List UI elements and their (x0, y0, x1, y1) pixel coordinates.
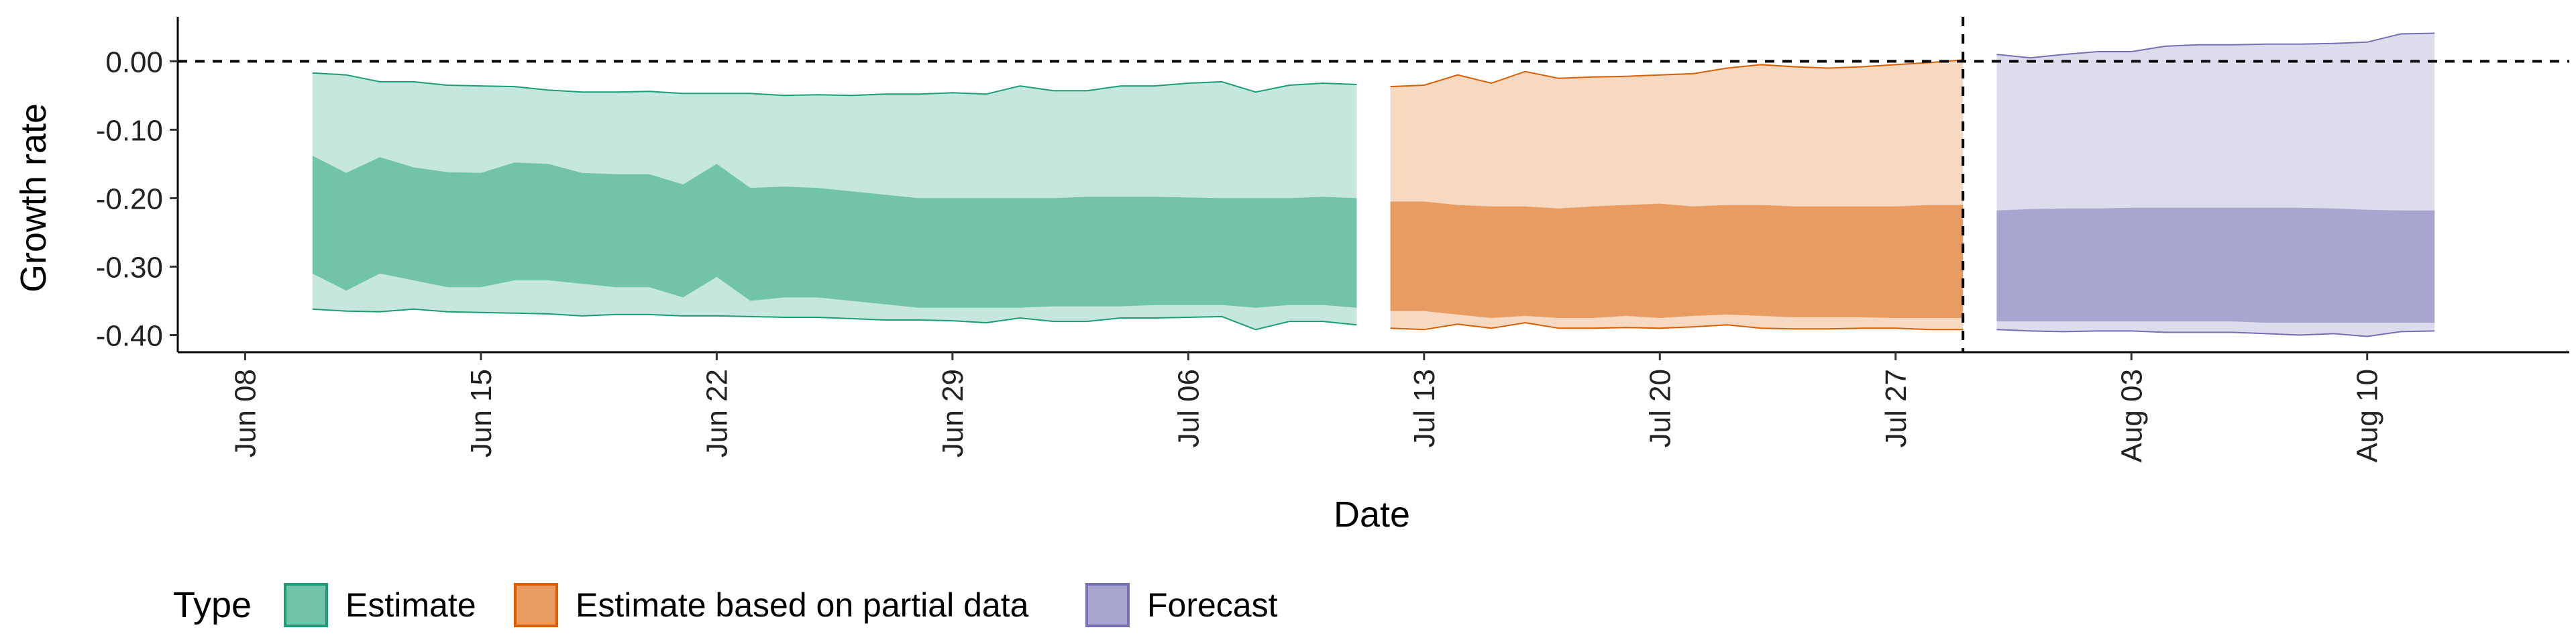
x-tick-label: Jul 13 (1408, 369, 1441, 447)
x-axis-title: Date (1334, 494, 1410, 535)
legend-key-estimate (284, 583, 328, 627)
x-tick-label: Jun 22 (700, 369, 733, 458)
series-bands (312, 32, 2435, 337)
x-tick-label: Jun 08 (229, 369, 262, 458)
x-tick-label: Jul 27 (1880, 369, 1913, 447)
legend-key-estimate-based-on-partial-data (514, 583, 558, 627)
y-tick-label: -0.20 (96, 182, 163, 215)
legend-label-estimate: Estimate (345, 586, 476, 624)
forecast-50-interval (1996, 207, 2435, 323)
forecast-upper-bound-line (1996, 32, 2435, 59)
estimate-50-interval (312, 156, 1357, 308)
legend-label-estimate-based-on-partial-data: Estimate based on partial data (576, 586, 1029, 624)
y-tick-label: -0.30 (96, 251, 163, 284)
legend-title: Type (173, 585, 252, 625)
estimate-based-on-partial-data-lower-bound-line (1390, 322, 1964, 331)
axes: 0.00 -0.10 -0.20 -0.30 -0.40 Jun 08 Jun 15 Jun … (96, 17, 2569, 462)
y-axis-title: Growth rate (13, 103, 54, 292)
reference-lines (178, 17, 2569, 352)
y-tick-label: -0.10 (96, 114, 163, 147)
estimate-upper-bound-line (312, 72, 1357, 97)
series-forecast (1996, 32, 2435, 337)
x-tick-label: Jul 06 (1172, 369, 1205, 447)
x-tick-label: Jun 15 (465, 369, 498, 458)
x-tick-label: Jul 20 (1644, 369, 1676, 447)
y-tick-label: -0.40 (96, 319, 163, 352)
x-tick-label: Jun 29 (936, 369, 969, 458)
series-estimate-based-on-partial-data (1390, 59, 1964, 331)
legend-label-forecast: Forecast (1147, 586, 1278, 624)
estimate-lower-bound-line (312, 308, 1357, 331)
estimate-based-on-partial-data-50-interval (1390, 201, 1964, 318)
series-estimate (312, 72, 1357, 331)
legend-key-forecast (1085, 583, 1130, 627)
forecast-lower-bound-line (1996, 329, 2435, 337)
estimate-based-on-partial-data-upper-bound-line (1390, 59, 1964, 88)
legend: Type Estimate Estimate based on partial d… (173, 583, 1278, 627)
x-tick-label: Aug 03 (2115, 369, 2148, 462)
y-tick-label: 0.00 (105, 46, 163, 78)
x-tick-label: Aug 10 (2351, 369, 2384, 462)
